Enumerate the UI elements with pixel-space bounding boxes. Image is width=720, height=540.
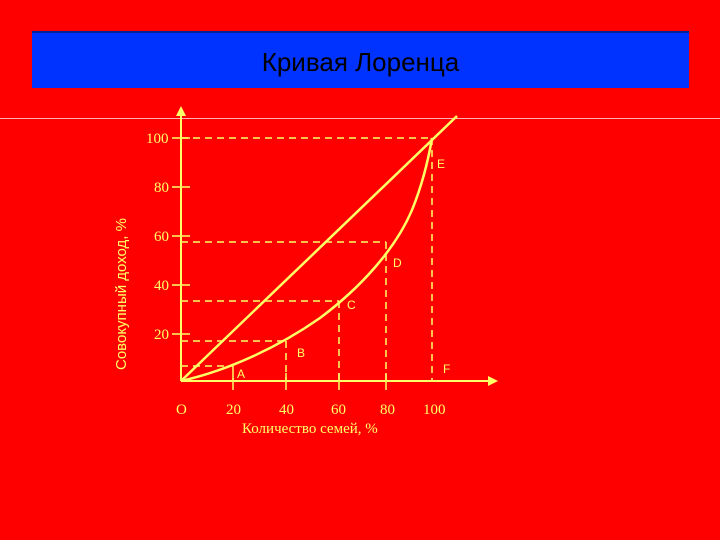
slide-title: Кривая Лоренца bbox=[261, 47, 460, 77]
lorenz-curve bbox=[180, 137, 434, 383]
point-label-d: D bbox=[393, 256, 402, 270]
x-tick-label-100: 100 bbox=[423, 402, 446, 418]
x-tick-label-20: 20 bbox=[226, 402, 241, 418]
y-tick-label-40: 40 bbox=[154, 278, 169, 294]
y-axis-label: Совокупный доход, % bbox=[113, 218, 130, 370]
x-tick-label-80: 80 bbox=[380, 402, 395, 418]
x-tick-label-40: 40 bbox=[279, 402, 294, 418]
point-label-c: C bbox=[347, 298, 356, 312]
x-tick-label-60: 60 bbox=[331, 402, 346, 418]
y-tick-label-60: 60 bbox=[154, 229, 169, 245]
x-axis-label: Количество семей, % bbox=[242, 421, 378, 437]
point-label-e: E bbox=[437, 157, 445, 171]
point-label-a: A bbox=[237, 367, 245, 381]
point-label-b: B bbox=[297, 346, 305, 360]
equality-line bbox=[180, 115, 458, 382]
separator-line bbox=[0, 118, 720, 119]
point-label-f: F bbox=[443, 362, 450, 376]
origin-label: O bbox=[176, 402, 187, 418]
y-tick-label-100: 100 bbox=[146, 131, 169, 147]
title-bar: Кривая Лоренца bbox=[32, 31, 689, 88]
y-tick-label-20: 20 bbox=[154, 327, 169, 343]
y-tick-label-80: 80 bbox=[154, 180, 169, 196]
